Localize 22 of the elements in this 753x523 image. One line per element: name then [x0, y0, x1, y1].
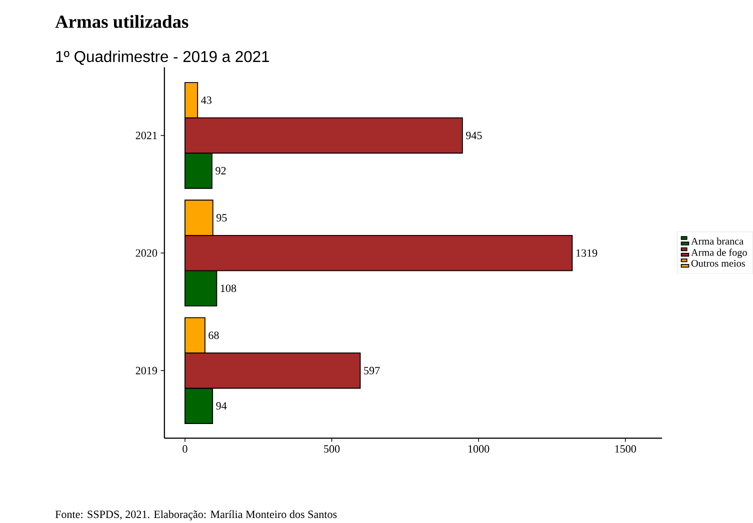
legend-label: Outros meios [691, 260, 745, 267]
data-label: 945 [466, 132, 482, 139]
data-label: 94 [216, 402, 227, 410]
legend-label: Arma branca [691, 237, 744, 244]
data-label: 597 [364, 366, 380, 374]
data-label: 95 [216, 214, 227, 222]
source-note: Fonte: SSPDS, 2021. Elaboração: Marília Monteiro dos Santos [55, 510, 337, 520]
data-label: 43 [201, 96, 212, 104]
chart-subtitle: 1º Quadrimestre - 2019 a 2021 [56, 50, 269, 65]
x-tick-label: 500 [324, 444, 340, 452]
x-tick-label: 1000 [468, 444, 490, 452]
data-label: 92 [216, 166, 226, 174]
data-label: 68 [208, 331, 219, 339]
data-label: 108 [220, 284, 236, 292]
y-tick-label: 2019 [136, 366, 158, 374]
legend-label: Arma de fogo [691, 248, 747, 258]
y-tick-label: 2021 [136, 132, 157, 139]
x-tick-label: 0 [182, 444, 188, 452]
y-tick-label: 2020 [136, 249, 158, 257]
x-tick-label: 1500 [615, 444, 636, 452]
data-label: 1319 [576, 249, 598, 257]
chart-title: Armas utilizadas [55, 14, 188, 28]
